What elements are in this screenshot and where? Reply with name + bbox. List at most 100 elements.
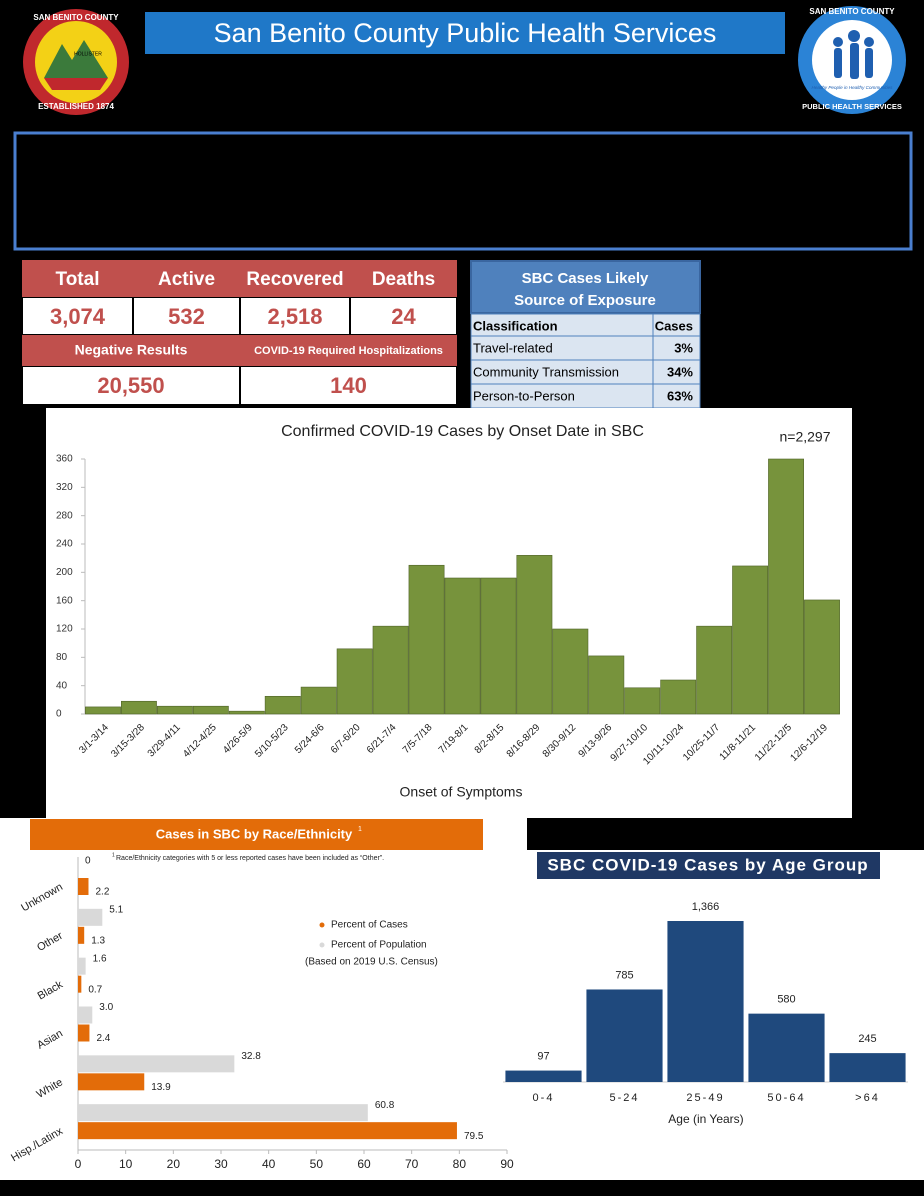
footnote-marker: 1 (112, 852, 115, 858)
bar (264, 695, 301, 715)
stat-value: 3,074 (50, 304, 106, 329)
value-label: 5.1 (109, 904, 123, 915)
stat-cell (134, 298, 239, 334)
bar (696, 625, 733, 715)
value-label: 79.5 (464, 1131, 484, 1142)
bar (192, 705, 229, 715)
stat-cell (23, 298, 132, 334)
legend-marker (319, 922, 325, 928)
bar (829, 1053, 906, 1082)
chart-title: Cases in SBC by Race/Ethnicity (156, 826, 353, 841)
chart-annotation: n=2,297 (780, 429, 831, 445)
stat-label: Deaths (372, 269, 435, 290)
bar (660, 679, 697, 715)
y-tick-label: 240 (56, 539, 73, 550)
x-tick-label: >64 (855, 1092, 880, 1104)
bar (586, 989, 663, 1082)
value-label: 32.8 (241, 1051, 261, 1062)
stat-value: 20,550 (97, 373, 164, 398)
bar (78, 1122, 457, 1140)
bar (228, 710, 265, 715)
legend-marker (319, 942, 325, 948)
y-tick-label: 0 (56, 709, 62, 720)
bar (372, 625, 409, 715)
stat-label: Negative Results (75, 342, 188, 358)
bar (78, 975, 82, 993)
logo-text: SAN BENITO COUNTY (33, 13, 119, 22)
value-label: 580 (777, 994, 795, 1006)
legend-note: (Based on 2019 U.S. Census) (305, 957, 438, 968)
exposure-column: Cases (655, 318, 693, 333)
exposure-cell: Travel-related (473, 340, 553, 355)
value-label: 0.7 (88, 984, 102, 995)
stat-label: Total (56, 269, 100, 290)
y-tick-label: 160 (56, 595, 73, 606)
stat-value: 2,518 (267, 304, 322, 329)
county-logo-ground (44, 78, 108, 90)
x-tick-label: 50-64 (767, 1092, 805, 1104)
bar (78, 957, 86, 975)
logo-text: SAN BENITO COUNTY (809, 7, 895, 16)
exposure-body (470, 313, 701, 409)
value-label: 13.9 (151, 1082, 171, 1093)
chart-title: SBC COVID-19 Cases by Age Group (547, 855, 868, 874)
stat-label: Active (158, 269, 215, 290)
y-tick-label: 360 (56, 454, 73, 465)
value-label: 2.2 (95, 887, 109, 898)
footnote-marker: 1 (358, 826, 362, 833)
exposure-title: SBC Cases Likely (522, 270, 649, 287)
stat-value: 532 (168, 304, 205, 329)
y-tick-label: 80 (56, 652, 68, 663)
x-tick-label: 40 (262, 1157, 276, 1171)
stat-label: Recovered (246, 269, 343, 290)
chart-title: Confirmed COVID-19 Cases by Onset Date i… (281, 423, 644, 440)
y-tick-label: 200 (56, 567, 73, 578)
y-tick-label: 120 (56, 624, 73, 635)
legend-label: Percent of Population (331, 940, 427, 951)
stat-value: 140 (330, 373, 367, 398)
x-tick-label: 90 (500, 1157, 514, 1171)
footer-strip (0, 1180, 924, 1196)
chart-title-bar (30, 819, 483, 850)
stat-label: COVID-19 Required Hospitalizations (254, 345, 443, 357)
bar (804, 599, 840, 715)
exposure-cell: 3% (674, 340, 693, 355)
x-tick-label: 5-24 (609, 1092, 639, 1104)
value-label: 97 (537, 1050, 549, 1062)
value-label: 785 (615, 969, 633, 981)
stat-cell (241, 367, 456, 404)
x-tick-label: 20 (167, 1157, 181, 1171)
exposure-column: Classification (473, 318, 558, 333)
exposure-cell: 34% (667, 364, 693, 379)
banner-box (13, 131, 913, 251)
x-tick-label: 60 (357, 1157, 371, 1171)
chart-title-bar (537, 852, 880, 879)
chart-note: Race/Ethnicity categories with 5 or less… (116, 855, 384, 862)
value-label: 1.3 (91, 935, 105, 946)
x-tick-label: 30 (214, 1157, 228, 1171)
exposure-title: Source of Exposure (514, 292, 656, 309)
bar (78, 1024, 90, 1042)
x-tick-label: 25-49 (686, 1092, 724, 1104)
x-axis-label: Onset of Symptoms (400, 784, 523, 800)
bar (505, 1070, 582, 1082)
bar (588, 655, 625, 715)
value-label: 245 (858, 1033, 876, 1045)
stats-header-row (22, 260, 457, 297)
x-axis-label: Age (in Years) (668, 1112, 743, 1126)
x-tick-label: 10 (119, 1157, 133, 1171)
value-label: 1,366 (692, 901, 720, 913)
x-tick-label: 0 (75, 1157, 82, 1171)
bar (748, 1013, 825, 1082)
bar (78, 926, 85, 944)
logo-text: PUBLIC HEALTH SERVICES (802, 102, 902, 111)
y-tick-label: 280 (56, 510, 73, 521)
y-tick-label: 40 (56, 680, 68, 691)
bar (408, 564, 445, 715)
x-tick-label: 50 (310, 1157, 324, 1171)
logo-text: HOLLISTER (74, 51, 102, 57)
bar (121, 700, 157, 715)
legend-label: Percent of Cases (331, 920, 408, 931)
bar (768, 458, 804, 715)
